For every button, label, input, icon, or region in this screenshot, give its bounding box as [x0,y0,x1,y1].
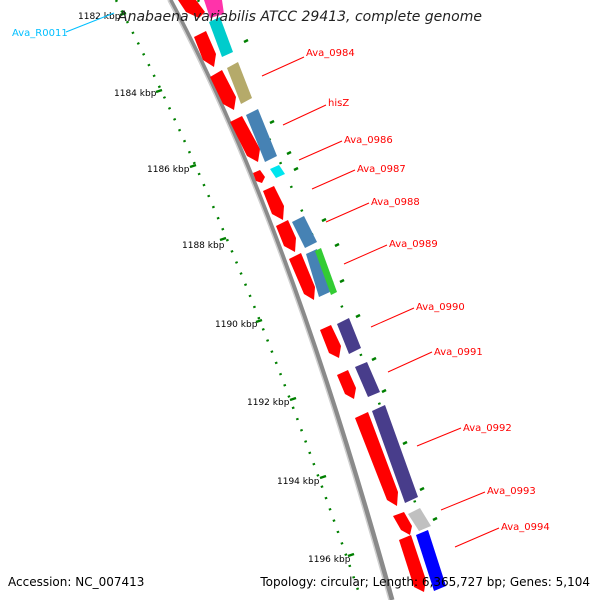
gene-label-ava_0984[interactable]: Ava_0984 [306,48,355,59]
gene-arrow-ava_0984[interactable] [194,31,216,67]
gene-label-ava_0991[interactable]: Ava_0991 [434,347,483,358]
gene-label-hisz[interactable]: hisZ [328,98,349,109]
gene-arrow-hisz[interactable] [230,116,260,162]
feature-bar-steelblue-2[interactable] [292,216,317,248]
gene-arrow-ava_0987[interactable] [263,186,284,220]
gene-arrow-ava_r0011[interactable] [178,0,205,18]
gene-arrow-ava_0989[interactable] [289,253,315,300]
topology-text: Topology: circular; Length: 6,365,727 bp… [260,575,590,589]
gene-label-ava_0990[interactable]: Ava_0990 [416,302,465,313]
gene-arrow-ava_0994[interactable] [399,535,426,592]
gene-arrow-ava_0986[interactable] [253,170,265,183]
ruler-ticks [119,11,355,558]
gene-label-ava_r0011[interactable]: Ava_R0011 [12,28,68,39]
feature-bar-blue[interactable] [416,530,446,591]
feature-bar-magenta[interactable] [204,0,224,18]
gene-label-ava_0993[interactable]: Ava_0993 [487,486,536,497]
feature-bar-slateblue-1[interactable] [337,318,361,354]
ruler-label: 1184 kbp [114,89,157,99]
gene-arrow-ava_0992[interactable] [355,412,398,506]
ruler-label: 1194 kbp [277,477,320,487]
ruler-label: 1196 kbp [308,555,351,565]
gene-label-ava_0986[interactable]: Ava_0986 [344,135,393,146]
gene-arrow-ava_0991[interactable] [337,370,356,399]
ruler-label: 1182 kbp [78,12,121,22]
ruler-label: 1188 kbp [182,241,225,251]
gene-arrow-ava_0993[interactable] [393,512,412,535]
gene-arrow-ava_0988[interactable] [276,220,296,252]
gene-label-ava_0989[interactable]: Ava_0989 [389,239,438,250]
dotted-track-inner [114,0,360,591]
feature-bar-slateblue-3[interactable] [372,405,418,503]
forward-genes [178,0,426,592]
feature-bar-steelblue-3[interactable] [306,249,330,297]
ruler-labels: 1182 kbp 1184 kbp 1186 kbp 1188 kbp 1190… [78,12,351,565]
map-title: Anabaena variabilis ATCC 29413, complete… [118,9,482,25]
outer-ticks [243,38,438,522]
gene-label-ava_0992[interactable]: Ava_0992 [463,423,512,434]
feature-bar-cyan-1[interactable] [209,17,233,57]
ruler-label: 1192 kbp [247,398,290,408]
feature-bar-steelblue-1[interactable] [246,109,277,162]
gene-label-ava_0987[interactable]: Ava_0987 [357,164,406,175]
label-leaders [65,12,500,548]
feature-bars [204,0,446,591]
genome-backbone [167,0,395,600]
gene-labels: Ava_R0011 Ava_0984 hisZ Ava_0986 Ava_098… [12,28,550,533]
genome-backbone-highlight [167,0,390,600]
gene-arrow-ava_0990[interactable] [320,325,341,358]
gene-label-ava_0988[interactable]: Ava_0988 [371,197,420,208]
feature-bar-green[interactable] [315,248,337,295]
feature-bar-cyan-2[interactable] [270,165,285,178]
feature-bar-silver[interactable] [408,508,431,531]
feature-bar-khaki[interactable] [227,62,252,104]
accession-text: Accession: NC_007413 [8,575,145,589]
gene-label-ava_0994[interactable]: Ava_0994 [501,522,550,533]
ruler-label: 1186 kbp [147,165,190,175]
gene-arrow-ava_0984b[interactable] [210,70,236,110]
feature-bar-slateblue-2[interactable] [355,362,380,397]
ruler-label: 1190 kbp [215,320,258,330]
